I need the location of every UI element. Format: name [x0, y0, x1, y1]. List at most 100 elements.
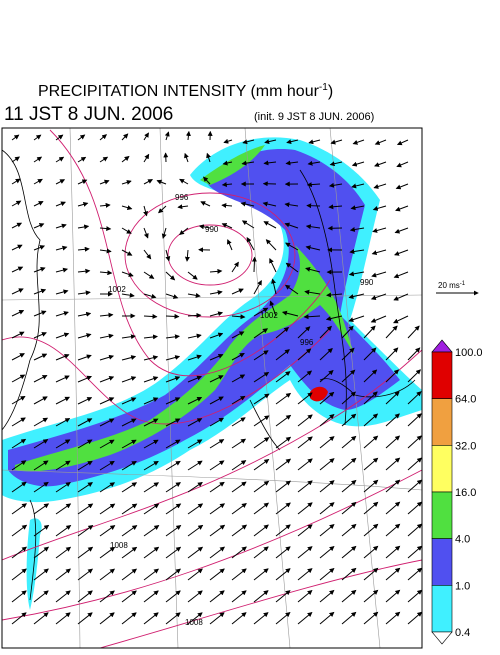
wind-vector — [144, 228, 148, 238]
wind-vector — [254, 591, 268, 602]
wind-vector — [78, 157, 85, 162]
wind-vector — [56, 376, 69, 382]
wind-vector — [188, 569, 202, 580]
wind-vector — [56, 613, 70, 624]
title: PRECIPITATION INTENSITY (mm hour-1) — [38, 82, 333, 100]
wind-vector — [386, 568, 400, 580]
wind-vector — [12, 591, 26, 602]
wind-vector — [309, 140, 320, 143]
wind-vector — [122, 336, 135, 338]
wind-vector — [266, 240, 276, 250]
wind-vector — [78, 504, 93, 514]
wind-vector — [56, 247, 67, 250]
wind-vector — [78, 226, 88, 228]
wind-vector — [408, 370, 420, 382]
wind-vector — [232, 525, 246, 536]
wind-vector — [210, 482, 224, 492]
wind-vector — [34, 397, 47, 404]
wind-vector — [122, 377, 136, 382]
wind-vector — [276, 415, 290, 426]
wind-vector — [12, 201, 21, 206]
wind-vector — [298, 547, 312, 558]
wind-vector — [100, 272, 112, 273]
wind-vector — [188, 504, 202, 514]
wind-vector — [12, 375, 25, 382]
wind-vector — [364, 612, 378, 624]
wind-vector — [320, 503, 334, 514]
wind-vector — [78, 180, 87, 184]
wind-legend: 20 ms-1 — [436, 281, 478, 293]
wind-vector — [144, 206, 147, 216]
wind-vector — [78, 591, 92, 602]
wind-vector — [144, 526, 159, 536]
wind-vector — [78, 271, 90, 272]
wind-vector — [12, 267, 22, 272]
valid-time: 11 JST 8 JUN. 2006 — [4, 104, 173, 125]
wind-vector — [56, 334, 68, 338]
wind-vector — [298, 437, 312, 448]
wind-vector — [276, 459, 290, 470]
wind-vector — [232, 262, 238, 272]
wind-vector — [395, 250, 408, 255]
colorbar-under — [432, 632, 452, 644]
wind-vector — [210, 547, 224, 558]
wind-vector — [56, 547, 70, 558]
wind-vector — [232, 482, 246, 492]
wind-vector — [56, 591, 70, 602]
wind-vector — [232, 613, 246, 624]
wind-vector — [144, 591, 158, 602]
wind-vector — [188, 547, 202, 558]
wind-vector — [34, 157, 41, 162]
wind-vector — [166, 569, 180, 580]
wind-vector — [12, 289, 23, 294]
wind-vector — [349, 316, 364, 321]
wind-vector — [375, 140, 386, 144]
wind-vector — [78, 398, 91, 404]
wind-vector — [188, 525, 203, 536]
wind-vector — [232, 504, 246, 514]
wind-vector — [100, 547, 114, 558]
wind-vector — [298, 459, 312, 470]
wind-vector — [100, 157, 107, 162]
wind-vector — [78, 376, 91, 382]
wind-vector — [320, 481, 334, 492]
wind-vector — [166, 294, 178, 298]
wind-vector — [100, 335, 113, 338]
wind-vector — [122, 181, 131, 184]
wind-vector — [254, 503, 268, 514]
wind-vector — [144, 155, 149, 162]
wind-vector — [34, 504, 48, 514]
wind-vector — [270, 259, 276, 272]
wind-vector — [12, 418, 25, 426]
wind-vector — [56, 312, 68, 316]
wind-vector — [122, 526, 137, 536]
wind-vector — [100, 356, 113, 360]
wind-vector — [12, 179, 20, 184]
wind-vector — [232, 591, 246, 602]
wind-vector — [342, 436, 356, 448]
wind-vector — [166, 613, 180, 624]
wind-vector — [144, 377, 158, 382]
wind-vector — [298, 591, 312, 602]
wind-vector — [408, 326, 419, 338]
wind-vector — [372, 250, 386, 254]
wind-vector — [122, 250, 132, 255]
colorbar-label: 100.0 — [455, 347, 483, 359]
wind-vector — [100, 504, 115, 514]
colorbar-label: 16.0 — [455, 487, 476, 499]
wind-vector — [166, 316, 179, 317]
wind-vector — [298, 612, 312, 624]
wind-vector — [56, 291, 68, 294]
wind-vector — [12, 525, 26, 536]
wind-vector — [408, 502, 422, 514]
wind-vector — [78, 613, 92, 624]
colorbar-segment — [432, 352, 452, 399]
wind-vector — [166, 483, 180, 492]
wind-vector — [394, 294, 408, 300]
wind-vector — [210, 591, 224, 602]
colorbar: 100.064.032.016.04.01.00.4 — [432, 340, 483, 644]
isobar-label: 990 — [360, 278, 374, 287]
wind-vector — [12, 569, 26, 580]
wind-vector — [144, 357, 157, 360]
